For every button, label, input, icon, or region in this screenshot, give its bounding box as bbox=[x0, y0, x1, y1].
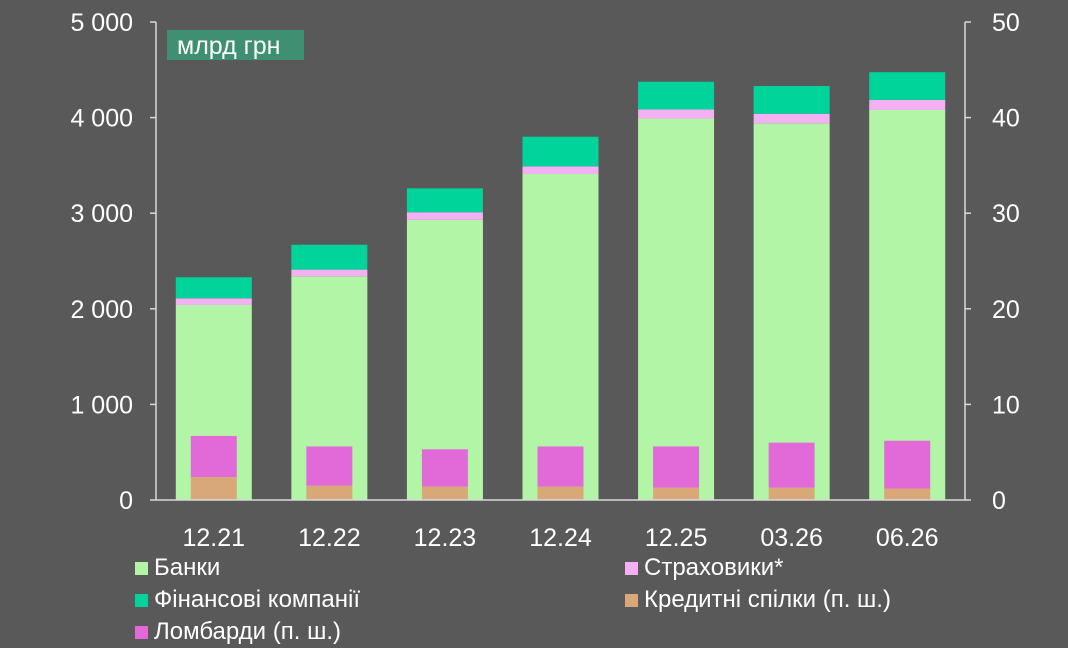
secondary-bar-2-12.25 bbox=[653, 446, 700, 488]
secondary-bar-1-12.21 bbox=[190, 477, 237, 500]
left-tick-label: 4 000 bbox=[70, 105, 133, 133]
right-tick-label: 20 bbox=[992, 296, 1020, 324]
secondary-bar-1-12.23 bbox=[421, 486, 468, 500]
right-tick-label: 30 bbox=[992, 200, 1020, 228]
left-tick-label: 2 000 bbox=[70, 296, 133, 324]
secondary-bars bbox=[190, 435, 931, 500]
legend-item-banks: Банки bbox=[135, 554, 220, 582]
x-tick-label: 12.24 bbox=[529, 524, 592, 552]
right-tick-label: 50 bbox=[992, 9, 1020, 37]
legend-label-finance-companies: Фінансові компанії bbox=[154, 586, 361, 613]
x-tick-label: 06.26 bbox=[876, 524, 939, 552]
axes: 12.21 12.22 12.23 12.24 12.25 03.26 06.26 0 1 00… bbox=[70, 9, 1019, 552]
bar-1-06.26 bbox=[869, 109, 946, 501]
bar-1-03.26 bbox=[753, 123, 830, 500]
bar-3-12.24 bbox=[522, 136, 599, 167]
legend-swatch-insurers bbox=[625, 561, 638, 575]
bar-2-06.26 bbox=[869, 99, 946, 110]
secondary-bar-1-12.25 bbox=[653, 487, 700, 500]
stacked-bar-chart: 12.21 12.22 12.23 12.24 12.25 03.26 06.26 0 1 00… bbox=[70, 9, 1019, 552]
x-tick-label: 12.21 bbox=[183, 524, 246, 552]
legend-swatch-finance-companies bbox=[135, 593, 148, 607]
bar-3-12.23 bbox=[406, 188, 483, 213]
secondary-bar-1-06.26 bbox=[884, 488, 931, 500]
left-tick-label: 0 bbox=[119, 487, 133, 515]
left-tick-label: 1 000 bbox=[70, 391, 133, 419]
bar-3-12.25 bbox=[638, 81, 715, 110]
secondary-bar-2-12.23 bbox=[421, 449, 468, 487]
x-tick-label: 12.23 bbox=[414, 524, 477, 552]
legend-label-credit-unions: Кредитні спілки (п. ш.) bbox=[644, 586, 891, 613]
x-tick-label: 03.26 bbox=[760, 524, 823, 552]
bar-2-12.21 bbox=[175, 298, 252, 305]
bar-1-12.24 bbox=[522, 174, 599, 500]
bar-2-12.25 bbox=[638, 109, 715, 119]
legend: Банки Страховики* Фінансові компанії Кре… bbox=[0, 550, 1068, 648]
legend-item-finance-companies: Фінансові компанії bbox=[135, 586, 360, 614]
secondary-bar-2-12.21 bbox=[190, 435, 237, 478]
bar-3-06.26 bbox=[869, 72, 946, 100]
secondary-bar-2-03.26 bbox=[768, 442, 815, 488]
unit-label: млрд грн bbox=[167, 30, 304, 60]
unit-label-text: млрд грн bbox=[177, 32, 280, 60]
legend-label-pawnshops: Ломбарди (п. ш.) bbox=[154, 618, 341, 645]
secondary-bar-1-12.22 bbox=[306, 485, 353, 500]
secondary-bar-2-12.22 bbox=[306, 446, 353, 486]
legend-swatch-pawnshops bbox=[135, 625, 148, 639]
x-tick-label: 12.25 bbox=[645, 524, 708, 552]
bar-3-12.21 bbox=[175, 277, 252, 299]
bar-2-12.22 bbox=[291, 269, 368, 277]
legend-item-pawnshops: Ломбарди (п. ш.) bbox=[135, 618, 341, 646]
legend-swatch-banks bbox=[135, 561, 148, 575]
bar-2-03.26 bbox=[753, 113, 830, 124]
left-tick-label: 3 000 bbox=[70, 200, 133, 228]
right-tick-label: 10 bbox=[992, 391, 1020, 419]
bar-3-03.26 bbox=[753, 86, 830, 114]
legend-item-insurers: Страховики* bbox=[625, 554, 784, 582]
left-tick-label: 5 000 bbox=[70, 9, 133, 37]
bar-3-12.22 bbox=[291, 244, 368, 270]
legend-swatch-credit-unions bbox=[625, 593, 638, 607]
secondary-bar-1-12.24 bbox=[537, 486, 584, 500]
legend-item-credit-unions: Кредитні спілки (п. ш.) bbox=[625, 586, 891, 614]
right-tick-label: 40 bbox=[992, 105, 1020, 133]
bar-2-12.24 bbox=[522, 166, 599, 175]
secondary-bar-2-06.26 bbox=[884, 440, 931, 489]
secondary-bar-1-03.26 bbox=[768, 487, 815, 500]
primary-bars bbox=[175, 72, 946, 501]
legend-label-insurers: Страховики* bbox=[644, 554, 784, 581]
bar-2-12.23 bbox=[406, 212, 483, 220]
bar-1-12.25 bbox=[638, 118, 715, 500]
secondary-bar-2-12.24 bbox=[537, 446, 584, 487]
x-tick-label: 12.22 bbox=[298, 524, 361, 552]
right-tick-label: 0 bbox=[992, 487, 1006, 515]
legend-label-banks: Банки bbox=[154, 554, 221, 581]
